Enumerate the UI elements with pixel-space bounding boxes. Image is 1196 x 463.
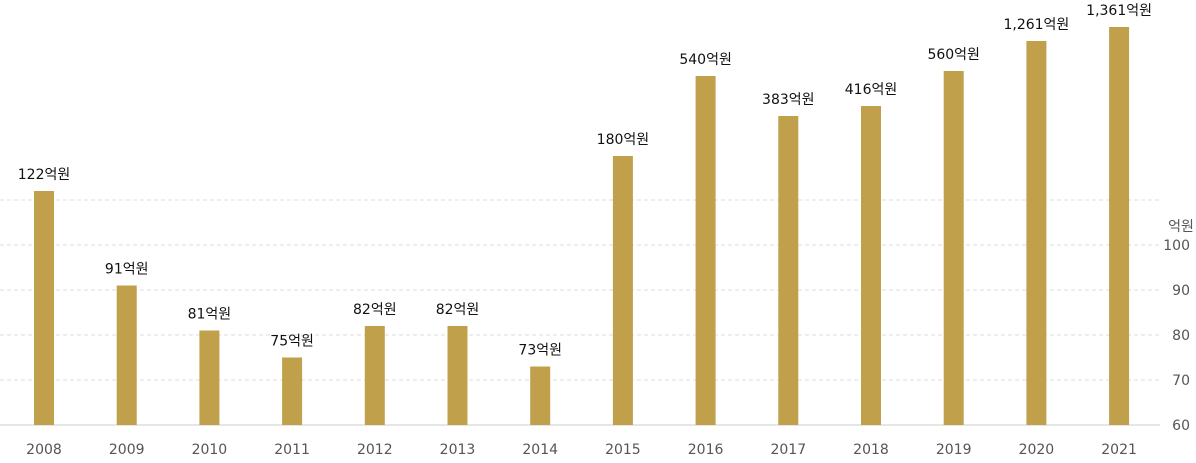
data-label-2010: 81억원 — [188, 307, 232, 323]
y-axis-unit-label: 억원 — [1168, 219, 1194, 235]
data-label-2011: 75억원 — [270, 334, 314, 350]
bar-2016 — [695, 76, 716, 425]
y-tick-90: 90 — [1172, 283, 1190, 299]
bar-2008 — [34, 191, 54, 425]
bar-2014 — [530, 366, 551, 425]
bars — [34, 27, 1130, 425]
bar-2009 — [116, 285, 137, 425]
x-tick-2015: 2015 — [605, 442, 641, 458]
bar-2021 — [1109, 27, 1130, 425]
data-label-2018: 416억원 — [845, 82, 897, 98]
bar-2017 — [778, 116, 799, 425]
data-label-2009: 91억원 — [105, 262, 149, 278]
x-tick-2013: 2013 — [440, 442, 476, 458]
bar-2013 — [447, 326, 468, 425]
x-tick-2021: 2021 — [1101, 442, 1137, 458]
y-tick-60: 60 — [1172, 418, 1190, 434]
gridlines — [0, 199, 1160, 381]
bar-2012 — [364, 326, 385, 425]
x-tick-2020: 2020 — [1019, 442, 1055, 458]
x-tick-2018: 2018 — [853, 442, 889, 458]
data-label-2012: 82억원 — [353, 302, 397, 318]
data-label-2014: 73억원 — [518, 343, 562, 359]
data-label-2008: 122억원 — [18, 167, 70, 183]
bar-2010 — [199, 330, 220, 425]
x-tick-2014: 2014 — [522, 442, 558, 458]
x-tick-2009: 2009 — [109, 442, 145, 458]
x-tick-2012: 2012 — [357, 442, 393, 458]
data-label-2020: 1,261억원 — [1003, 17, 1069, 33]
data-label-2013: 82억원 — [436, 302, 480, 318]
bar-2018 — [861, 106, 881, 425]
bar-2019 — [943, 71, 964, 425]
bar-2020 — [1026, 41, 1047, 425]
data-label-2019: 560억원 — [927, 47, 979, 63]
data-label-2017: 383억원 — [762, 92, 814, 108]
y-tick-labels: 60 70 80 90 100 — [1163, 238, 1190, 434]
bar-labels: 122억원 91억원 81억원 75억원 82억원 82억원 73억원 180억원 540억원 3… — [18, 3, 1152, 359]
x-tick-2008: 2008 — [26, 442, 62, 458]
y-tick-70: 70 — [1172, 373, 1190, 389]
x-tick-2019: 2019 — [936, 442, 972, 458]
bar-2015 — [612, 156, 633, 425]
x-tick-2011: 2011 — [274, 442, 310, 458]
y-tick-100: 100 — [1163, 238, 1190, 254]
data-label-2021: 1,361억원 — [1086, 3, 1152, 19]
x-tick-2010: 2010 — [192, 442, 228, 458]
x-tick-2016: 2016 — [688, 442, 724, 458]
data-label-2016: 540억원 — [679, 52, 731, 68]
y-tick-80: 80 — [1172, 328, 1190, 344]
x-tick-labels: 2008 2009 2010 2011 2012 2013 2014 2015 2016 2017… — [26, 442, 1137, 458]
x-tick-2017: 2017 — [770, 442, 806, 458]
data-label-2015: 180억원 — [597, 132, 649, 148]
bar-2011 — [282, 357, 303, 425]
